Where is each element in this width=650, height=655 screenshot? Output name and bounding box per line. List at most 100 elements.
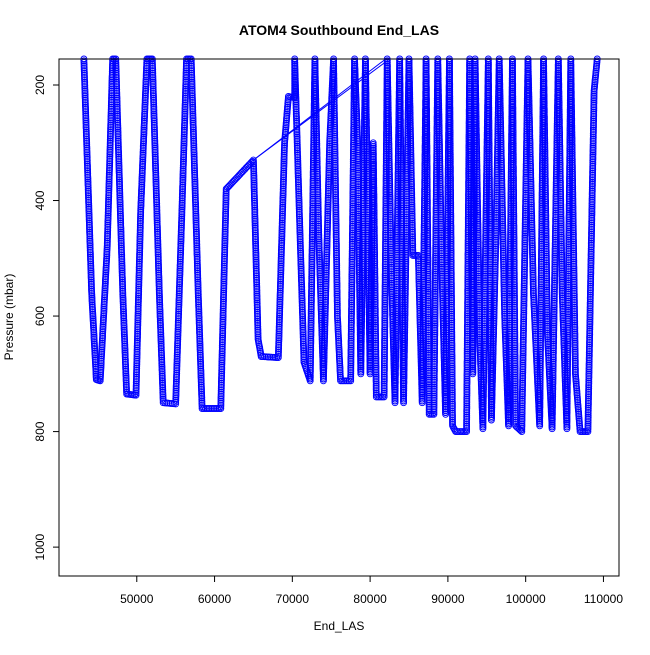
data-point [159,386,167,394]
data-point [114,135,122,143]
data-point [115,151,123,159]
data-point [176,271,184,279]
data-point [152,176,160,184]
data-point [88,284,95,292]
data-point [150,103,158,111]
data-point [106,134,114,142]
data-point [137,196,145,204]
data-point [136,235,144,243]
data-point [149,69,157,77]
data-point [172,400,180,408]
data-point [172,391,180,399]
data-point [107,127,115,134]
data-point [133,361,141,369]
data-point [133,354,141,361]
data-point [85,193,92,200]
data-point [134,318,142,326]
data-point [113,82,121,90]
data-point [133,337,141,345]
data-point [156,310,164,318]
data-point [177,230,185,238]
data-point [113,94,121,102]
data-point [117,235,125,243]
data-point [153,207,161,215]
data-point [112,59,120,67]
data-point [87,253,94,261]
data-point [176,258,184,266]
data-point [116,198,124,206]
data-point [153,210,161,218]
y-axis-label: Pressure (mbar) [2,274,16,361]
data-point [138,189,145,196]
data-point [113,101,121,109]
data-point [106,159,114,167]
data-point [178,212,186,220]
data-point [104,207,112,215]
data-point [133,373,140,381]
data-point [175,310,183,318]
data-point [115,155,123,163]
data-point [156,316,164,323]
data-point [114,116,122,124]
data-point [99,332,107,340]
data-point [174,323,182,331]
data-point [108,69,116,77]
data-point [177,242,185,250]
data-point [149,87,157,95]
data-point [179,189,186,196]
data-point [152,164,160,172]
data-point [175,307,183,315]
data-point [120,307,127,315]
data-point [157,340,165,348]
data-point [137,215,144,223]
data-point [136,242,144,250]
data-point [159,392,167,400]
data-point [133,345,141,352]
data-point [178,208,186,216]
data-point [174,332,182,340]
data-point [132,380,140,388]
data-point [176,264,184,272]
data-point [81,87,89,95]
data-point [106,166,113,174]
data-point [85,201,93,209]
data-point [82,109,90,117]
data-point [142,73,150,81]
data-point [135,294,142,302]
data-point [82,130,90,138]
data-point [112,68,120,75]
data-point [158,358,166,366]
data-point [114,128,122,136]
data-point [87,280,95,288]
data-point [109,62,116,70]
data-point [117,243,125,250]
data-point [175,289,183,297]
data-point [179,165,187,173]
data-point [178,192,186,200]
data-point [113,89,121,97]
data-point [136,222,144,230]
data-point [81,100,89,108]
data-point [84,166,92,174]
data-point [155,276,163,284]
data-point [141,92,149,100]
data-point [104,223,112,231]
data-point [150,107,158,115]
data-point [106,141,114,149]
data-point [107,118,115,126]
data-point [87,271,95,279]
data-point [173,369,181,377]
data-point [158,363,166,371]
data-point [105,200,112,208]
data-point [90,331,98,339]
data-point [151,126,158,134]
data-point [115,166,123,174]
data-point [150,119,158,127]
data-point [180,137,188,145]
data-point [172,384,180,392]
data-point [132,384,140,392]
data-point [152,184,160,192]
data-point [116,189,124,197]
data-point [175,301,183,309]
data-point [82,105,90,113]
